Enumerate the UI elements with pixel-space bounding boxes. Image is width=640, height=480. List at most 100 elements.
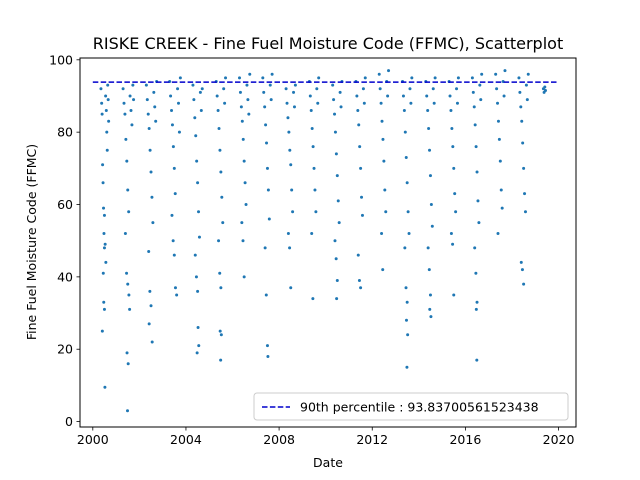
data-point <box>103 242 107 246</box>
data-point <box>403 246 407 250</box>
data-point <box>479 98 483 102</box>
data-point <box>333 239 337 243</box>
data-point <box>314 210 318 214</box>
data-point <box>518 90 522 94</box>
data-point <box>477 221 481 225</box>
data-point <box>361 87 365 91</box>
data-point <box>339 105 343 109</box>
data-point <box>495 87 499 91</box>
data-point <box>218 329 222 333</box>
data-point <box>408 87 412 91</box>
data-point <box>431 87 435 91</box>
data-point <box>102 231 106 235</box>
data-point <box>218 271 222 275</box>
data-point <box>284 87 288 91</box>
data-point <box>104 108 108 112</box>
data-point <box>147 322 151 326</box>
data-point <box>171 145 175 149</box>
data-point <box>219 333 223 337</box>
data-point <box>104 94 108 98</box>
data-point <box>428 307 432 311</box>
data-point <box>337 221 341 225</box>
data-point <box>356 253 360 257</box>
data-point <box>336 199 340 203</box>
data-point <box>359 166 363 170</box>
data-point <box>147 250 151 254</box>
data-point <box>425 94 429 98</box>
data-point <box>405 300 409 304</box>
data-point <box>121 87 125 91</box>
data-point <box>101 271 105 275</box>
data-point <box>154 119 158 123</box>
data-point <box>240 119 244 123</box>
data-point <box>268 83 272 87</box>
data-point <box>520 119 524 123</box>
data-point <box>241 239 245 243</box>
data-point <box>404 286 408 290</box>
data-point <box>401 94 405 98</box>
data-point <box>429 203 433 207</box>
data-point <box>451 242 455 246</box>
data-point <box>338 90 342 94</box>
data-point <box>194 134 198 138</box>
data-point <box>310 127 314 131</box>
data-point <box>191 83 195 87</box>
data-point <box>426 246 430 250</box>
data-point <box>496 119 500 123</box>
data-point <box>105 130 109 134</box>
data-point <box>126 188 130 192</box>
data-point <box>478 83 482 87</box>
data-point <box>127 210 131 214</box>
x-tick-label: 2008 <box>263 432 295 447</box>
data-point <box>152 90 156 94</box>
data-point <box>476 199 480 203</box>
data-point <box>334 257 338 261</box>
data-point <box>387 69 391 73</box>
data-point <box>475 358 479 362</box>
data-point <box>455 101 459 105</box>
data-point <box>172 166 176 170</box>
data-point <box>288 246 292 250</box>
data-point <box>315 87 319 91</box>
data-point <box>195 159 199 163</box>
data-point <box>474 271 478 275</box>
data-point <box>124 137 128 141</box>
data-point <box>363 76 367 80</box>
data-point <box>521 141 525 145</box>
data-point <box>526 72 530 76</box>
data-point <box>196 326 200 330</box>
data-point <box>289 163 293 167</box>
data-point <box>197 344 201 348</box>
data-point <box>311 145 315 149</box>
data-point <box>377 72 381 76</box>
data-point <box>150 195 154 199</box>
data-point <box>290 188 294 192</box>
data-point <box>200 87 204 91</box>
data-point <box>219 170 223 174</box>
scatter-points <box>99 69 547 413</box>
data-point <box>356 108 360 112</box>
data-point <box>525 98 529 102</box>
data-point <box>523 210 527 214</box>
data-point <box>106 83 110 87</box>
data-point <box>244 203 248 207</box>
data-point <box>381 137 385 141</box>
data-point <box>402 108 406 112</box>
data-point <box>122 101 126 105</box>
data-point <box>173 286 177 290</box>
data-point <box>196 289 200 293</box>
plot-area <box>80 58 576 427</box>
data-point <box>128 94 132 98</box>
data-point <box>475 170 479 174</box>
data-point <box>246 98 250 102</box>
data-point <box>472 105 476 109</box>
data-point <box>221 221 225 225</box>
data-point <box>428 148 432 152</box>
data-point <box>292 105 296 109</box>
data-point <box>498 159 502 163</box>
data-point <box>455 87 459 91</box>
data-point <box>261 76 265 80</box>
data-point <box>359 286 363 290</box>
data-point <box>173 192 177 196</box>
